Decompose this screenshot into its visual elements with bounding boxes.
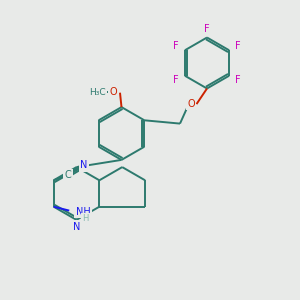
Text: C: C — [65, 170, 71, 180]
Text: N: N — [73, 221, 80, 232]
Text: F: F — [235, 41, 241, 51]
Text: F: F — [235, 75, 241, 85]
Text: H: H — [82, 214, 89, 223]
Text: F: F — [173, 41, 179, 51]
Text: F: F — [204, 24, 210, 34]
Text: O: O — [110, 87, 117, 97]
Text: O: O — [187, 99, 195, 109]
Text: N: N — [80, 160, 87, 170]
Text: H₃C: H₃C — [89, 88, 106, 97]
Text: F: F — [173, 75, 179, 85]
Text: NH: NH — [76, 207, 91, 217]
